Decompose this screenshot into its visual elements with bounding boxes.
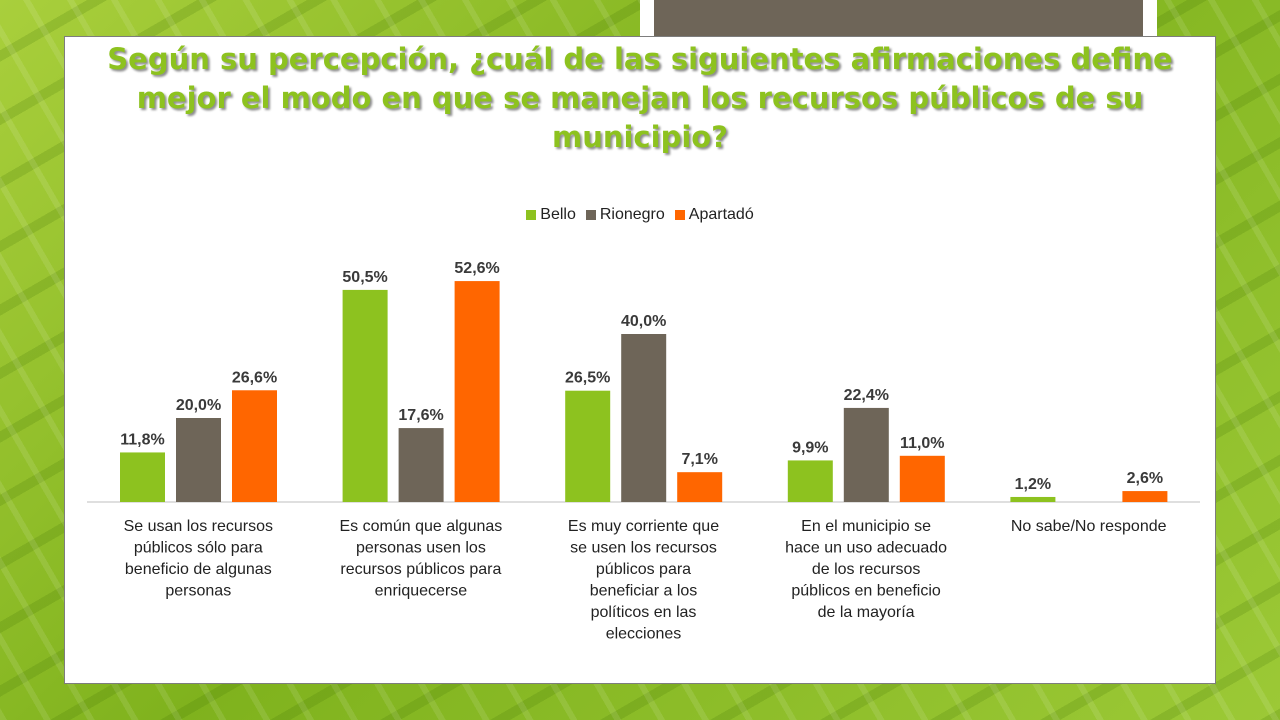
bar-rionegro-2 bbox=[621, 334, 667, 502]
chart-title-line: mejor el modo en que se manejan los recu… bbox=[136, 81, 1144, 115]
legend-item-rionegro: Rionegro bbox=[585, 206, 665, 224]
legend-swatch bbox=[674, 210, 685, 220]
data-label: 22,4% bbox=[844, 387, 889, 404]
data-label: 40,0% bbox=[621, 313, 666, 330]
data-label: 9,9% bbox=[792, 439, 828, 456]
category-label: No sabe/No responde bbox=[1011, 518, 1167, 535]
data-label: 11,8% bbox=[120, 431, 164, 448]
category-label: Es muy corriente que se usen los recursos… bbox=[568, 518, 719, 643]
legend-swatch bbox=[526, 210, 537, 220]
bar-rionegro-0 bbox=[176, 418, 221, 502]
legend-label: Bello bbox=[540, 206, 576, 223]
legend-item-bello: Bello bbox=[526, 206, 576, 224]
legend-item-apartado: Apartadó bbox=[674, 206, 754, 224]
bar-bello-2 bbox=[565, 390, 611, 502]
category-label: Es común que algunas personas usen los rec… bbox=[340, 518, 503, 600]
chart-title-line: municipio? bbox=[551, 120, 729, 154]
bar-rionegro-3 bbox=[843, 407, 889, 502]
data-label: 7,1% bbox=[681, 451, 717, 468]
bar-apartad-1 bbox=[454, 281, 500, 502]
chart-legend: Bello Rionegro Apartadó bbox=[0, 204, 1280, 226]
data-label: 26,6% bbox=[232, 369, 277, 386]
bar-apartad-0 bbox=[232, 390, 277, 502]
bar-apartad-3 bbox=[899, 455, 945, 502]
data-label: 11,0% bbox=[900, 435, 944, 452]
data-label: 2,6% bbox=[1127, 470, 1163, 487]
legend-swatch bbox=[585, 210, 596, 220]
chart-title: Según su percepción, ¿cuál de las siguie… bbox=[0, 40, 1280, 157]
bar-bello-1 bbox=[342, 289, 388, 502]
data-label: 26,5% bbox=[565, 370, 610, 387]
bar-bello-4 bbox=[1010, 496, 1056, 502]
data-label: 50,5% bbox=[342, 269, 387, 286]
bar-rionegro-1 bbox=[398, 428, 444, 502]
data-label: 17,6% bbox=[398, 407, 443, 424]
legend-label: Apartadó bbox=[688, 206, 754, 223]
category-label: Se usan los recursos públicos sólo para be… bbox=[124, 518, 273, 600]
data-label: 1,2% bbox=[1015, 476, 1051, 493]
bar-bello-0 bbox=[120, 452, 165, 502]
legend-label: Rionegro bbox=[599, 206, 665, 223]
data-label: 52,6% bbox=[454, 260, 499, 277]
bar-bello-3 bbox=[787, 460, 833, 502]
chart-title-line: Según su percepción, ¿cuál de las siguie… bbox=[107, 42, 1173, 76]
bar-apartad-2 bbox=[677, 472, 723, 502]
category-label: En el municipio se hace un uso adecuado de… bbox=[785, 518, 947, 621]
bar-apartad-4 bbox=[1122, 491, 1168, 502]
data-label: 20,0% bbox=[176, 397, 221, 414]
